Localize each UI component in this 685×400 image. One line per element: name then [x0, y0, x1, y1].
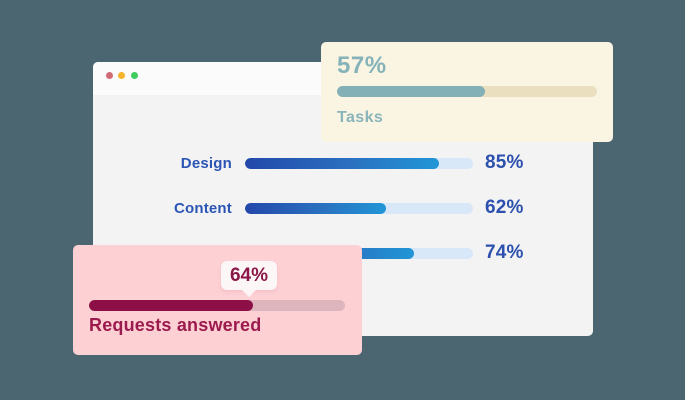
tasks-progress-fill: [337, 86, 486, 97]
progress-track: [245, 202, 473, 214]
progress-row-content: Content 62%: [93, 197, 524, 219]
progress-fill: [245, 157, 439, 169]
window-maximize-button[interactable]: [131, 72, 138, 79]
tasks-card: 57% Tasks: [321, 42, 613, 142]
progress-value: 62%: [485, 197, 524, 218]
tasks-progress-track: [337, 86, 597, 97]
window-minimize-button[interactable]: [118, 72, 125, 79]
progress-row-label: Design: [180, 154, 232, 172]
progress-track: [245, 157, 473, 169]
progress-row-design: Design 85%: [93, 152, 524, 174]
requests-progress-fill: [89, 300, 253, 311]
requests-card: 64% Requests answered: [73, 245, 362, 355]
tooltip-bubble: 64%: [221, 261, 277, 290]
tasks-label: Tasks: [337, 109, 384, 126]
requests-progress-track: [89, 300, 345, 311]
requests-label: Requests answered: [89, 315, 262, 335]
progress-value: 74%: [485, 242, 524, 263]
tasks-percent-value: 57%: [337, 52, 387, 79]
tooltip-arrow: [242, 290, 256, 297]
progress-value: 85%: [485, 152, 524, 173]
progress-row-label: Content: [173, 199, 232, 217]
progress-fill: [245, 202, 387, 214]
window-close-button[interactable]: [106, 72, 113, 79]
